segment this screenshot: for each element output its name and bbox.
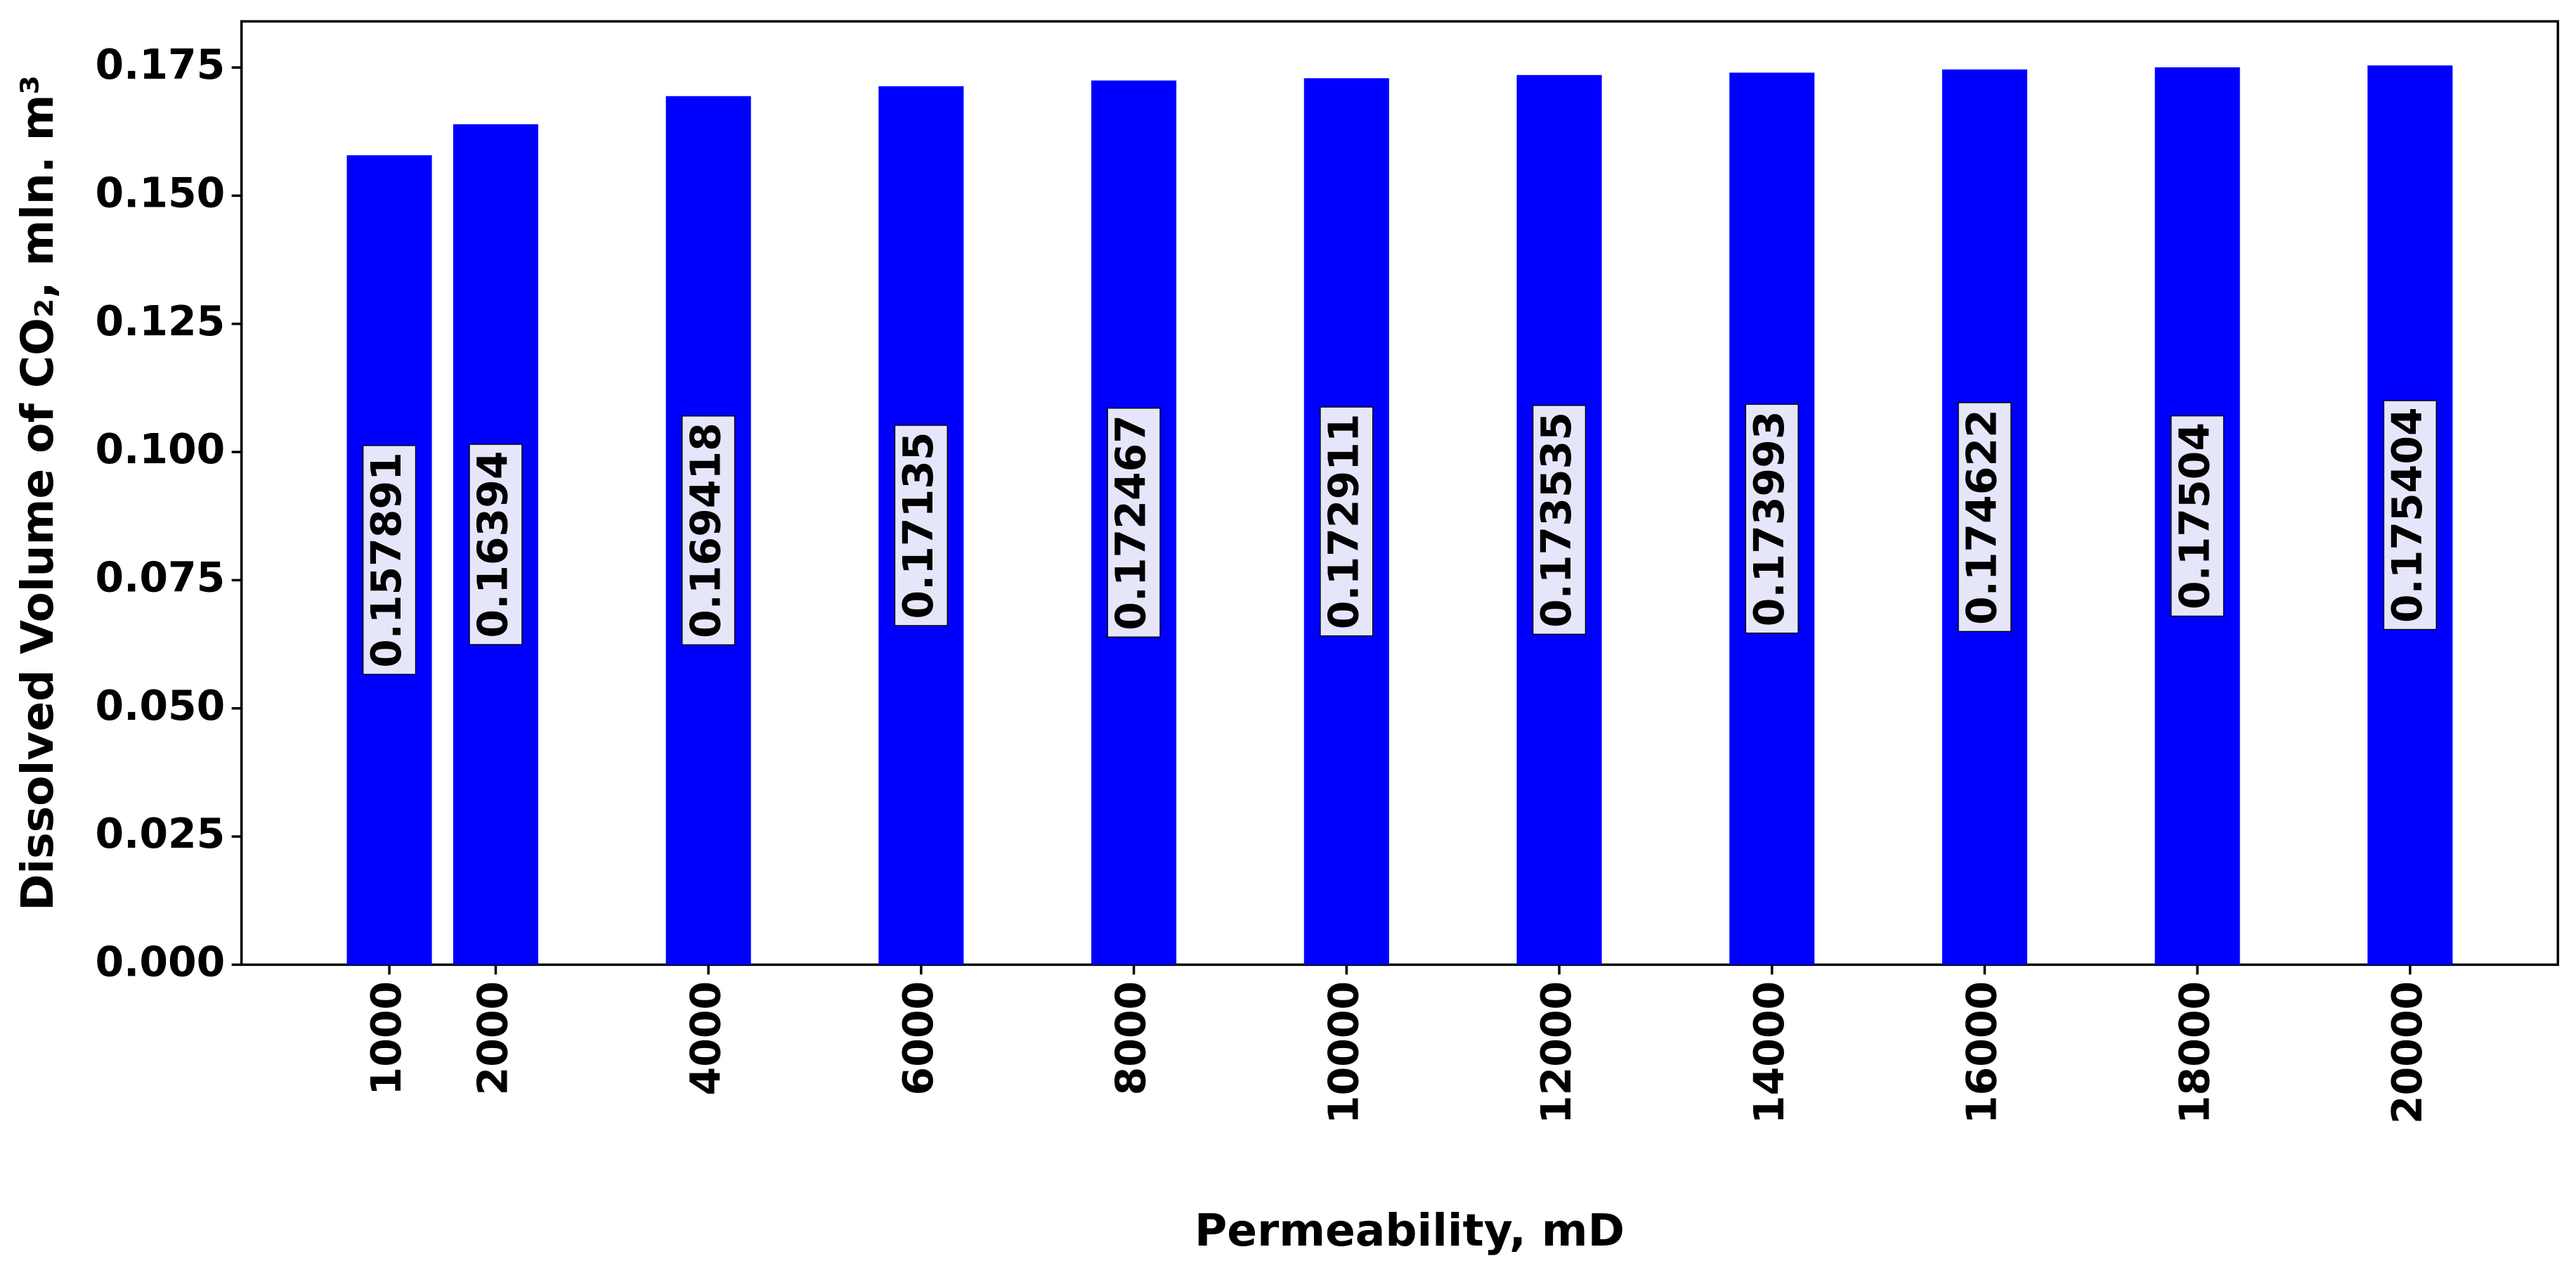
x-tick-label: 1000: [363, 981, 410, 1096]
value-label: 0.172467: [1107, 415, 1155, 631]
x-tick-label: 4000: [682, 981, 729, 1096]
value-label-box: [2171, 415, 2225, 617]
y-tick-label: 0.025: [95, 810, 225, 858]
value-label-box: [362, 445, 417, 676]
value-label: 0.172911: [1320, 413, 1367, 629]
value-label: 0.157891: [363, 452, 410, 668]
y-tick-label: 0.175: [95, 41, 225, 89]
value-label-box: [1107, 407, 1161, 638]
y-tick-label: 0.100: [95, 425, 225, 473]
y-tick-label: 0.150: [95, 169, 225, 217]
x-tick-label: 16000: [1958, 981, 2006, 1124]
value-label: 0.174622: [1958, 409, 2006, 625]
x-tick-label: 18000: [2171, 981, 2218, 1124]
y-tick-label: 0.050: [95, 682, 225, 730]
value-label: 0.173993: [1745, 411, 1793, 626]
y-tick-label: 0.125: [95, 297, 225, 345]
x-tick-label: 14000: [1745, 981, 1793, 1124]
value-label: 0.173535: [1533, 412, 1580, 628]
y-tick-label: 0.075: [95, 553, 225, 601]
x-tick-label: 12000: [1533, 981, 1580, 1124]
value-label-box: [1320, 406, 1374, 637]
y-tick-label: 0.000: [95, 938, 225, 986]
value-label-box: [1958, 402, 2012, 633]
value-label-box: [894, 425, 948, 626]
value-label-box: [1745, 403, 1799, 634]
x-axis-label: Permeability, mD: [1195, 1204, 1625, 1256]
value-label-box: [1532, 405, 1587, 635]
value-label-box: [682, 415, 736, 646]
value-label: 0.175404: [2383, 407, 2431, 623]
value-label: 0.169418: [682, 422, 729, 638]
value-label: 0.16394: [469, 451, 517, 638]
value-label: 0.17504: [2171, 422, 2218, 609]
x-tick-label: 10000: [1320, 981, 1367, 1124]
value-label-box: [469, 444, 523, 645]
plot-frame: [240, 20, 2560, 967]
value-label: 0.17135: [895, 432, 942, 619]
x-tick-label: 8000: [1107, 981, 1155, 1096]
y-axis-label: Dissolved Volume of CO₂, mln. m³: [11, 75, 63, 911]
value-label-box: [2383, 400, 2437, 631]
x-tick-label: 20000: [2383, 981, 2431, 1124]
x-tick-label: 2000: [469, 981, 517, 1096]
x-tick-label: 6000: [895, 981, 942, 1096]
